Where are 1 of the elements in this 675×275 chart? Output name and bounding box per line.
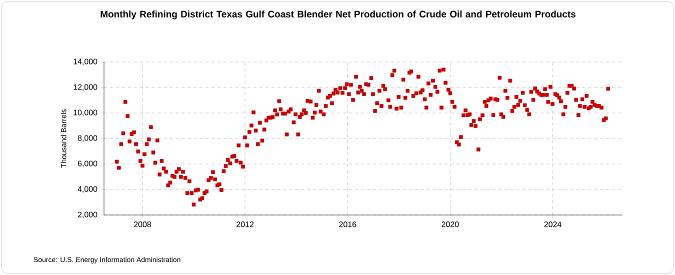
chart-title: Monthly Refining District Texas Gulf Coast Blender Net Production of Crude Oil and Petroleum Products xyxy=(100,10,576,20)
